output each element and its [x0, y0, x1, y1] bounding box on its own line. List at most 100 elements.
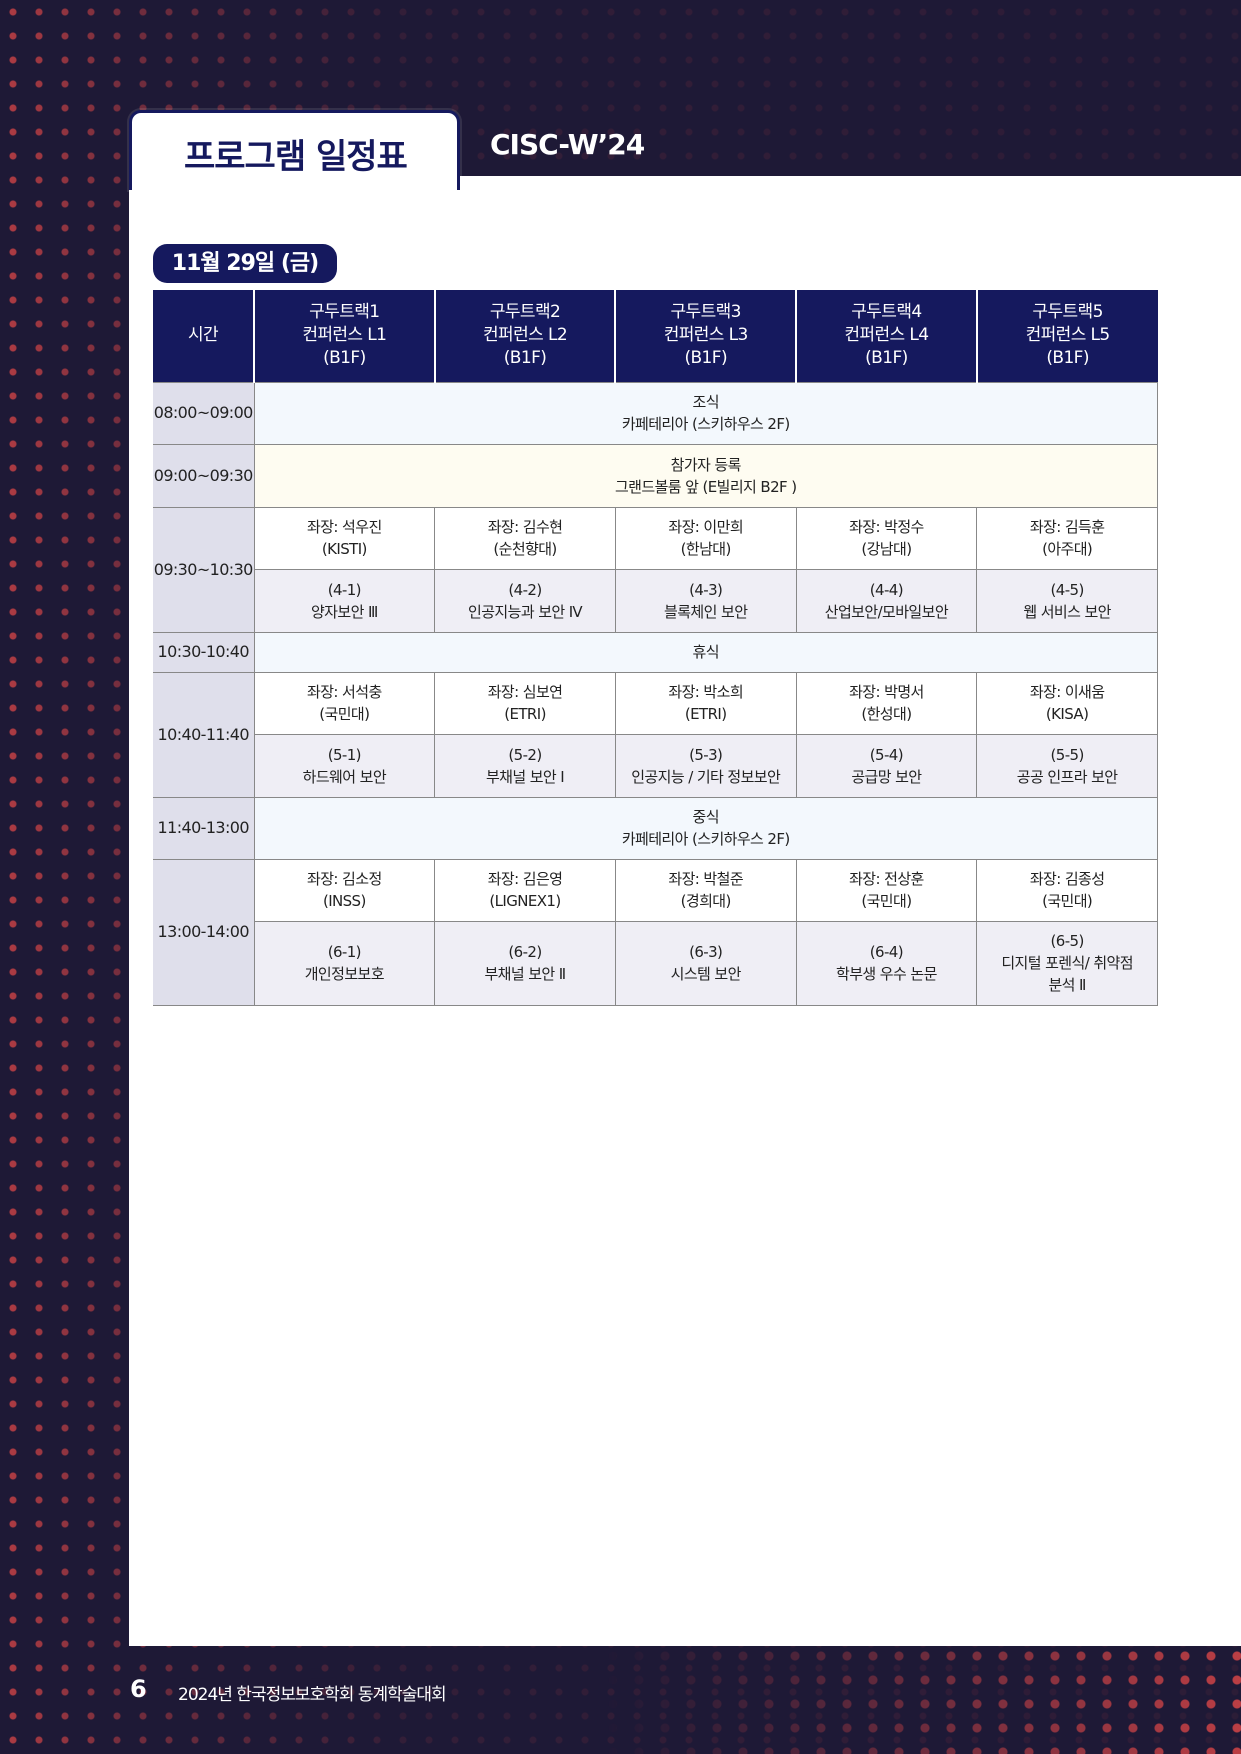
session-title: 개인정보보호 [304, 965, 385, 983]
chair-row: 13:00-14:00 좌장: 김소정 (INSS) 좌장: 김은영 (LIGNEX1)… [153, 858, 1158, 1006]
session-cell: (5-2) 부채널 보안 Ⅰ [434, 733, 616, 798]
session-title: 시스템 보안 [670, 965, 742, 983]
session-cell: (5-3) 인공지능 / 기타 정보보안 [614, 733, 797, 798]
chair-affiliation: (국민대) [861, 892, 912, 910]
track-header-4: 구두트랙4 컨퍼런스 L4 (B1F) [795, 290, 977, 382]
session-row: (4-1) 양자보안 Ⅲ (4-2) 인공지능과 보안 Ⅳ (4-3) 블록체인 보안 (4… [153, 568, 1158, 633]
track-name: 구두트랙1 [309, 302, 380, 323]
chair-name: 좌장: 박정수 [849, 518, 924, 536]
chair-name: 좌장: 석우진 [307, 518, 382, 536]
chair-affiliation: (경희대) [680, 892, 732, 910]
track-header-2: 구두트랙2 컨퍼런스 L2 (B1F) [433, 290, 616, 382]
footer-dot-pattern [600, 1644, 1241, 1754]
lunch-row: 11:40-13:00 중식 카페테리아 (스키하우스 2F) [153, 796, 1158, 860]
chair-name: 좌장: 박명서 [849, 683, 924, 701]
session-title: 산업보안/모바일보안 [824, 602, 949, 621]
session-cell: (4-1) 양자보안 Ⅲ [253, 568, 436, 633]
breakfast-place: 카페테리아 (스키하우스 2F) [621, 415, 790, 433]
session-title: 부채널 보안 Ⅰ [485, 767, 565, 786]
lunch-title: 중식 [692, 808, 720, 826]
chair-row: 10:40-11:40 좌장: 서석충 (국민대) 좌장: 심보연 (ETRI) 좌장: … [153, 671, 1158, 798]
session-title: 디지털 포렌식/ 취약점 분석 Ⅱ [1001, 954, 1133, 994]
chair-affiliation: (강남대) [861, 540, 912, 558]
chair-name: 좌장: 김종성 [1029, 870, 1105, 888]
track-floor: (B1F) [865, 348, 908, 369]
chair-cell: 좌장: 김득훈 (아주대) [976, 506, 1158, 570]
chair-name: 좌장: 심보연 [487, 683, 563, 701]
time-cell: 08:00~09:00 [153, 381, 255, 445]
session-title: 블록체인 보안 [664, 602, 748, 621]
session-code: (4-4) [869, 580, 904, 599]
breakfast-title: 조식 [692, 393, 720, 411]
registration-place: 그랜드볼룸 앞 (E빌리지 B2F ) [614, 477, 797, 496]
session-cell: (6-3) 시스템 보안 [614, 920, 797, 1006]
chair-name: 좌장: 박철준 [668, 870, 744, 888]
chair-name: 좌장: 김은영 [487, 870, 563, 888]
chair-cell: 좌장: 박철준 (경희대) [614, 858, 797, 922]
title-tab: 프로그램 일정표 [129, 110, 460, 190]
session-title: 공공 인프라 보안 [1016, 767, 1118, 786]
chair-affiliation: (KISTI) [321, 540, 367, 558]
chair-affiliation: (LIGNEX1) [489, 892, 561, 910]
chair-cell: 좌장: 김수현 (순천향대) [434, 506, 616, 570]
break-cell: 휴식 [253, 631, 1158, 673]
page-number: 6 [130, 1675, 147, 1703]
track-room: 컨퍼런스 L5 [1025, 325, 1111, 346]
chair-cell: 좌장: 김종성 (국민대) [976, 858, 1158, 922]
chair-name: 좌장: 김소정 [307, 870, 382, 888]
track-header-5: 구두트랙5 컨퍼런스 L5 (B1F) [975, 290, 1158, 382]
session-title: 웹 서비스 보안 [1023, 602, 1111, 621]
chair-affiliation: (KISA) [1045, 705, 1089, 723]
chair-affiliation: (한성대) [861, 705, 912, 723]
chair-affiliation: (아주대) [1042, 540, 1093, 558]
session-cell: (5-1) 하드웨어 보안 [253, 733, 436, 798]
date-pill: 11월 29일 (금) [153, 244, 337, 283]
session-cell: (6-2) 부채널 보안 Ⅱ [434, 920, 616, 1006]
chair-name: 좌장: 이만희 [668, 518, 744, 536]
session-code: (6-1) [327, 943, 362, 961]
chair-cell: 좌장: 박명서 (한성대) [795, 671, 978, 735]
session-title: 양자보안 Ⅲ [310, 602, 378, 621]
chair-name: 좌장: 이새움 [1029, 683, 1105, 701]
break-row: 10:30-10:40 휴식 [153, 631, 1158, 673]
chair-cell: 좌장: 박정수 (강남대) [795, 506, 978, 570]
track-room: 컨퍼런스 L1 [302, 325, 387, 346]
chair-name: 좌장: 박소희 [668, 683, 744, 701]
track-name: 구두트랙4 [851, 302, 922, 323]
session-row: (5-1) 하드웨어 보안 (5-2) 부채널 보안 Ⅰ (5-3) 인공지능 / 기타 … [153, 733, 1158, 798]
session-title: 인공지능과 보안 Ⅳ [468, 602, 583, 621]
time-cell: 09:30~10:30 [153, 506, 255, 633]
brand-label: CISC-W’24 [490, 128, 645, 161]
lunch-place: 카페테리아 (스키하우스 2F) [621, 830, 790, 848]
session-cell: (4-2) 인공지능과 보안 Ⅳ [434, 568, 616, 633]
chair-name: 좌장: 서석충 [307, 683, 382, 701]
session-code: (4-1) [327, 580, 362, 599]
chair-cell: 좌장: 박소희 (ETRI) [614, 671, 797, 735]
time-cell: 10:40-11:40 [153, 671, 255, 798]
chair-affiliation: (ETRI) [504, 705, 546, 723]
track-room: 컨퍼런스 L3 [663, 325, 749, 346]
session-code: (4-5) [1050, 580, 1085, 599]
track-floor: (B1F) [323, 348, 366, 369]
schedule-table: 시간 구두트랙1 컨퍼런스 L1 (B1F) 구두트랙2 컨퍼런스 L2 (B1F) 구두트… [153, 290, 1158, 1006]
track-header-3: 구두트랙3 컨퍼런스 L3 (B1F) [614, 290, 797, 382]
session-cell: (5-5) 공공 인프라 보안 [976, 733, 1158, 798]
session-code: (5-1) [327, 745, 362, 764]
session-code: (4-2) [508, 580, 542, 599]
chair-name: 좌장: 전상훈 [849, 870, 924, 888]
breakfast-row: 08:00~09:00 조식 카페테리아 (스키하우스 2F) [153, 381, 1158, 445]
session-code: (6-5) [1050, 932, 1085, 950]
track-name: 구두트랙3 [670, 302, 742, 323]
chair-name: 좌장: 김득훈 [1029, 518, 1105, 536]
session-cell: (4-4) 산업보안/모바일보안 [795, 568, 978, 633]
registration-row: 09:00~09:30 참가자 등록 그랜드볼룸 앞 (E빌리지 B2F ) [153, 443, 1158, 508]
chair-cell: 좌장: 김소정 (INSS) [253, 858, 436, 922]
time-cell: 10:30-10:40 [153, 631, 255, 673]
chair-row: 09:30~10:30 좌장: 석우진 (KISTI) 좌장: 김수현 (순천향대) 좌장… [153, 506, 1158, 633]
time-cell: 13:00-14:00 [153, 858, 255, 1006]
chair-affiliation: (국민대) [319, 705, 370, 723]
session-code: (4-3) [689, 580, 723, 599]
session-title: 공급망 보안 [851, 767, 922, 786]
